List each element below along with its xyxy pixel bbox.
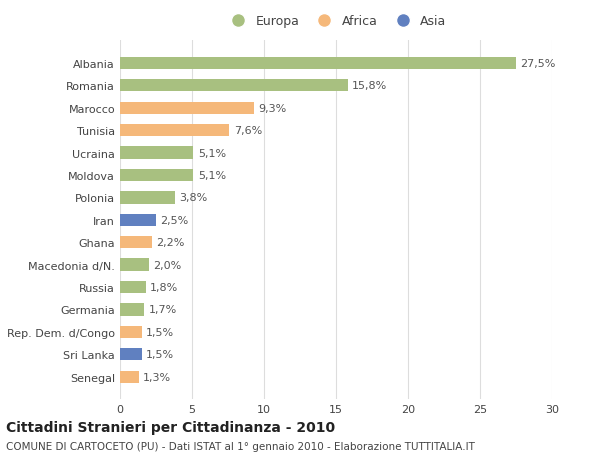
Text: 5,1%: 5,1%: [198, 148, 226, 158]
Text: Cittadini Stranieri per Cittadinanza - 2010: Cittadini Stranieri per Cittadinanza - 2…: [6, 420, 335, 434]
Text: 2,5%: 2,5%: [160, 215, 188, 225]
Bar: [120, 169, 193, 182]
Bar: [120, 326, 142, 338]
Bar: [120, 281, 146, 294]
Bar: [120, 259, 149, 271]
Text: 27,5%: 27,5%: [520, 59, 556, 69]
Bar: [120, 125, 229, 137]
Text: COMUNE DI CARTOCETO (PU) - Dati ISTAT al 1° gennaio 2010 - Elaborazione TUTTITAL: COMUNE DI CARTOCETO (PU) - Dati ISTAT al…: [6, 441, 475, 451]
Bar: [120, 80, 347, 92]
Bar: [120, 57, 516, 70]
Text: 9,3%: 9,3%: [258, 103, 286, 113]
Text: 1,8%: 1,8%: [150, 282, 178, 292]
Bar: [120, 214, 156, 226]
Bar: [120, 102, 254, 115]
Bar: [120, 192, 175, 204]
Text: 1,5%: 1,5%: [146, 350, 174, 359]
Text: 7,6%: 7,6%: [234, 126, 262, 136]
Bar: [120, 236, 152, 249]
Bar: [120, 348, 142, 361]
Text: 3,8%: 3,8%: [179, 193, 207, 203]
Text: 1,5%: 1,5%: [146, 327, 174, 337]
Text: 5,1%: 5,1%: [198, 171, 226, 180]
Bar: [120, 304, 145, 316]
Text: 2,2%: 2,2%: [156, 238, 184, 248]
Bar: [120, 371, 139, 383]
Text: 2,0%: 2,0%: [153, 260, 181, 270]
Text: 1,3%: 1,3%: [143, 372, 171, 382]
Text: 1,7%: 1,7%: [149, 305, 177, 315]
Text: 15,8%: 15,8%: [352, 81, 387, 91]
Legend: Europa, Africa, Asia: Europa, Africa, Asia: [226, 15, 446, 28]
Bar: [120, 147, 193, 159]
